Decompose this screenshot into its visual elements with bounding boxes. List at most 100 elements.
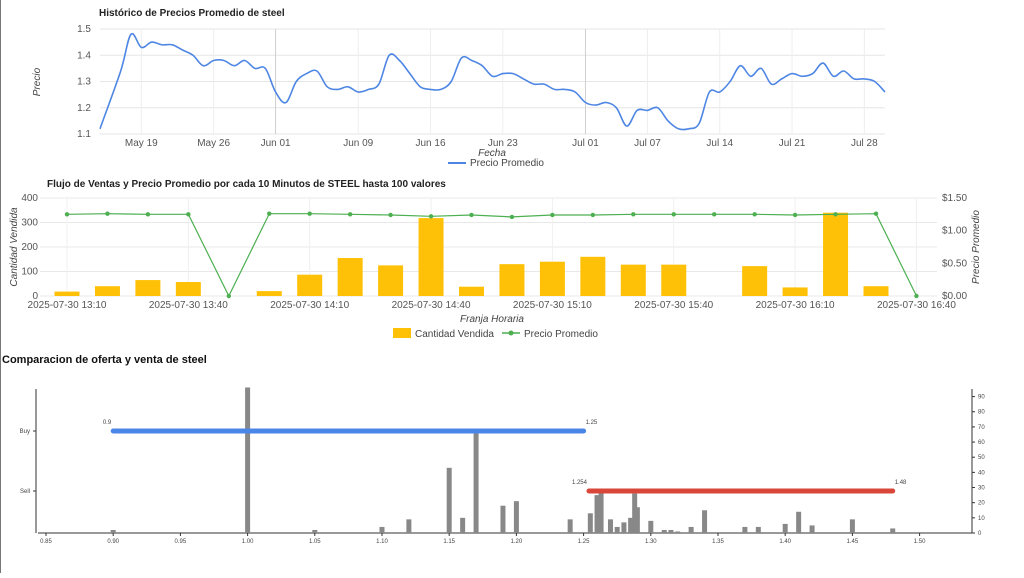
chart2-bar	[742, 266, 768, 296]
chart3-bar	[567, 519, 573, 533]
chart2-point	[307, 211, 312, 216]
chart2-bar	[135, 280, 161, 296]
chart2-x-tick-label: 2025-07-30 15:40	[634, 300, 713, 311]
chart3-bar	[614, 526, 620, 533]
chart2-point	[509, 214, 515, 220]
chart2-point	[347, 212, 353, 217]
offer-sale-comparison-chart: Comparacion de oferta y venta de steel 0…	[2, 354, 985, 545]
chart1-x-tick-label: May 26	[197, 138, 230, 149]
chart2-point	[712, 212, 717, 217]
chart3-x-tick-label: 1.00	[242, 539, 254, 545]
chart2-point	[914, 293, 919, 299]
chart1-x-tick-label: Jun 23	[488, 138, 518, 149]
chart1-series-line-precio-promedio	[99, 32, 886, 131]
chart2-x-tick-label: 2025-07-30 13:10	[28, 300, 107, 311]
chart1-x-tick-label: Jun 01	[261, 138, 291, 149]
chart2-point	[186, 212, 191, 217]
chart3-y-label-left: Buy	[20, 429, 30, 435]
chart1-y-tick-label: 1.1	[77, 129, 91, 140]
chart2-point	[226, 293, 231, 299]
chart2-y-tick-label: 200	[21, 242, 38, 253]
chart2-x-tick-label: 2025-07-30 14:40	[392, 300, 471, 311]
chart3-y-label-left: Sell	[20, 489, 30, 495]
chart3-bar	[594, 495, 600, 533]
chart3-x-tick-label: 0.95	[175, 539, 187, 545]
chart2-bar	[863, 286, 889, 296]
chart2-point	[590, 212, 596, 218]
chart3-bar	[587, 513, 593, 533]
chart3-x-tick-label: 1.40	[779, 539, 791, 545]
chart2-bar	[256, 291, 282, 296]
chart3-bar	[632, 493, 638, 533]
chart1-ylabel: Precio	[32, 67, 43, 96]
chart1-x-tick-label: Jun 09	[343, 138, 373, 149]
chart3-ranges: 0.9 1.25 1.254 1.48	[103, 420, 907, 494]
chart3-bar	[446, 467, 452, 533]
chart2-y2label: Precio Promedio	[971, 210, 982, 284]
chart3-bar	[668, 529, 674, 533]
chart2-legend-label-precio: Precio Promedio	[524, 329, 598, 340]
chart2-point	[388, 212, 393, 218]
chart1-y-tick-label: 1.3	[77, 77, 91, 88]
chart3-y-tick-label-right: 90	[978, 395, 985, 401]
chart2-title: Flujo de Ventas y Precio Promedio por ca…	[47, 179, 446, 190]
chart2-grid	[40, 197, 937, 297]
chart3-y-tick-label-right: 50	[978, 455, 985, 461]
chart3-x-tick-label: 1.15	[443, 539, 455, 545]
chart2-legend-marker-precio	[508, 330, 514, 336]
chart2-point	[550, 212, 555, 218]
chart2-y-tick-label: 0	[32, 291, 38, 302]
chart3-y-tick-label-right: 60	[978, 440, 985, 446]
chart2-point	[145, 212, 151, 217]
chart3-bar	[634, 507, 640, 533]
chart1-title: Histórico de Precios Promedio de steel	[99, 8, 285, 19]
chart3-x-tick-label: 1.30	[645, 539, 657, 545]
chart2-point	[873, 211, 879, 216]
chart2-bar	[661, 264, 687, 296]
chart3-x-tick-label: 1.25	[578, 539, 590, 545]
chart3-bar	[110, 529, 116, 533]
chart2-series-line-precio-promedio	[66, 213, 918, 298]
chart3-x-tick-label: 1.35	[712, 539, 724, 545]
chart3-bar	[809, 525, 815, 533]
chart3-bar	[849, 519, 855, 533]
chart2-x-tick-label: 2025-07-30 13:40	[149, 300, 228, 311]
chart1-x-ticks: May 19 May 26 Jun 01 Jun 09 Jun 16 Jun 23 Jul …	[125, 138, 878, 149]
chart2-y-tick-label: 100	[21, 267, 38, 278]
chart2-y2-tick-label: $0.50	[942, 258, 967, 269]
chart2-bars	[54, 212, 889, 296]
chart1-x-tick-label: Jul 01	[572, 138, 599, 149]
chart1-y-ticks: 1.1 1.2 1.3 1.4 1.5	[77, 24, 91, 140]
chart3-bar	[702, 510, 708, 533]
chart1-grid	[100, 28, 885, 135]
chart2-bar	[499, 264, 525, 296]
chart2-y2-ticks: $0.00 $0.50 $1.00 $1.50	[942, 193, 967, 302]
chart2-bar	[418, 218, 444, 296]
chart2-point	[671, 212, 676, 217]
chart3-bar	[621, 522, 627, 533]
price-history-chart: Histórico de Precios Promedio de steel 1…	[32, 8, 886, 169]
chart3-bar	[379, 526, 385, 533]
chart1-xlabel: Fecha	[478, 148, 506, 159]
chart3-x-tick-label: 0.90	[107, 539, 119, 545]
chart3-range-to-label: 1.25	[586, 420, 598, 426]
chart2-x-tick-label: 2025-07-30 16:40	[877, 300, 956, 311]
chart3-x-tick-label: 0.85	[40, 539, 52, 545]
chart1-x-tick-label: May 19	[125, 138, 158, 149]
chart2-y2-tick-label: $1.00	[942, 226, 967, 237]
chart2-xlabel: Franja Horaria	[460, 314, 524, 325]
chart3-bar	[648, 520, 654, 533]
chart2-y-tick-label: 400	[21, 193, 38, 204]
chart3-title: Comparacion de oferta y venta de steel	[2, 354, 207, 366]
chart2-bar	[580, 256, 606, 296]
chart1-y-tick-label: 1.5	[77, 24, 91, 35]
chart3-range-from-label: 1.254	[572, 480, 588, 486]
chart2-bar	[459, 286, 484, 296]
chart2-point	[105, 211, 110, 216]
chart3-y-tick-label-right: 0	[978, 531, 982, 537]
sales-flow-chart: Flujo de Ventas y Precio Promedio por ca…	[9, 179, 982, 340]
left-edge-border	[0, 0, 1, 573]
chart2-y-ticks: 0 100 200 300 400	[21, 193, 38, 302]
chart3-bars	[110, 387, 896, 533]
chart3-y-tick-label-right: 70	[978, 425, 985, 431]
